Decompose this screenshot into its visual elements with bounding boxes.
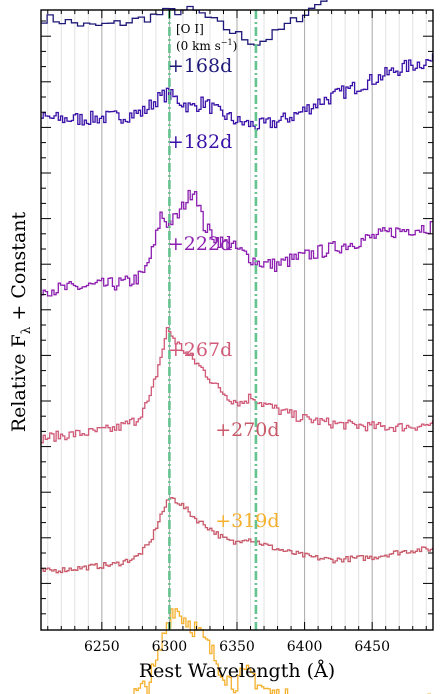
series-label: +168d bbox=[168, 55, 232, 77]
x-tick-label: 6350 bbox=[219, 639, 255, 655]
y-axis-label: Relative Fλ + Constant bbox=[8, 212, 33, 433]
x-axis-label: Rest Wavelength (Å) bbox=[139, 660, 335, 682]
series-layer bbox=[41, 0, 434, 694]
spectrum-line bbox=[133, 608, 431, 694]
oi-annotation-end: ) bbox=[233, 39, 238, 53]
series-label: +222d bbox=[168, 233, 232, 255]
y-axis-label-main: Relative F bbox=[8, 334, 30, 432]
series-labels: +168d +182d +222d +267d +270d +319d bbox=[168, 55, 280, 532]
oi-annotation-main: (0 km s bbox=[176, 39, 221, 53]
series-label: +267d bbox=[168, 339, 232, 361]
x-tick-labels: 6250 6300 6350 6400 6450 bbox=[84, 639, 390, 655]
y-axis-label-tail: + Constant bbox=[8, 212, 30, 327]
y-axis-label-sub: λ bbox=[19, 326, 33, 334]
axis-ticks bbox=[41, 10, 433, 630]
spectrum-line bbox=[41, 189, 434, 297]
x-tick-label: 6400 bbox=[287, 639, 323, 655]
spectrum-line bbox=[41, 0, 328, 46]
series-label: +182d bbox=[168, 131, 232, 153]
oi-annotation-line2: (0 km s−1) bbox=[176, 38, 237, 53]
spectrum-line bbox=[41, 327, 434, 444]
major-grid bbox=[101, 10, 373, 630]
oi-annotation-sup: −1 bbox=[221, 38, 233, 47]
oi-annotation-line1: [O I] bbox=[176, 22, 204, 36]
x-tick-label: 6250 bbox=[84, 639, 120, 655]
spectrum-line bbox=[41, 496, 434, 574]
series-label: +319d bbox=[215, 510, 279, 532]
x-tick-label: 6450 bbox=[354, 639, 390, 655]
oi-reference-lines bbox=[168, 10, 258, 630]
series-label: +270d bbox=[215, 419, 279, 441]
x-tick-label: 6300 bbox=[152, 639, 188, 655]
spectrum-line bbox=[41, 53, 434, 131]
